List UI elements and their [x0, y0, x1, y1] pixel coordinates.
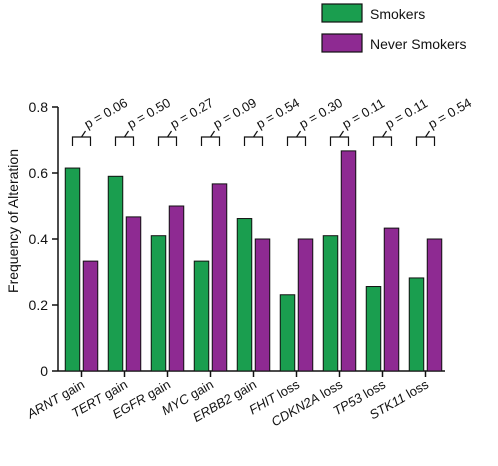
bar-never-smokers [254, 238, 271, 372]
significance-leader [382, 130, 387, 138]
significance-annotations: p = 0.06p = 0.50p = 0.27p = 0.09p = 0.54… [71, 95, 475, 146]
bar-never-smokers [211, 183, 228, 372]
bar-smokers [408, 277, 425, 372]
bar-never-smokers [340, 150, 357, 372]
bar-never-smokers [297, 238, 314, 372]
bar-smokers [64, 167, 81, 372]
bar-never-smokers [82, 260, 99, 372]
bar-never-smokers [426, 238, 443, 372]
p-value-label: p = 0.09 [211, 95, 260, 132]
significance-leader [81, 130, 86, 138]
y-tick-label: 0.8 [29, 99, 49, 115]
p-value-label: p = 0.27 [168, 95, 217, 132]
significance-leader [253, 130, 258, 138]
bar-never-smokers [125, 216, 142, 372]
significance-leader [339, 130, 344, 138]
bar-smokers [322, 235, 339, 372]
y-tick-label: 0 [40, 363, 48, 379]
bar-smokers [107, 175, 124, 372]
significance-bracket [286, 136, 307, 146]
significance-bracket [114, 136, 135, 146]
significance-leader [296, 130, 301, 138]
bar-never-smokers [383, 227, 400, 372]
p-value-label: p = 0.50 [125, 95, 174, 132]
p-value-label: p = 0.11 [340, 95, 388, 131]
y-tick-label: 0.2 [29, 297, 49, 313]
bar-smokers [193, 260, 210, 372]
significance-leader [124, 130, 129, 138]
legend: Smokers Never Smokers [321, 3, 466, 53]
significance-bracket [372, 136, 393, 146]
bar-never-smokers [168, 205, 185, 372]
legend-label-smokers: Smokers [370, 6, 425, 22]
significance-bracket [243, 136, 264, 146]
p-value-label: p = 0.30 [297, 95, 346, 132]
y-tick-label: 0.4 [29, 231, 49, 247]
significance-bracket [157, 136, 178, 146]
p-value-label: p = 0.06 [82, 95, 131, 132]
significance-leader [167, 130, 172, 138]
bar-smokers [279, 294, 296, 372]
significance-leader [425, 130, 430, 138]
bars [64, 150, 443, 372]
significance-leader [210, 130, 215, 138]
significance-bracket [329, 136, 350, 146]
p-value-label: p = 0.11 [383, 95, 431, 131]
significance-bracket [71, 136, 92, 146]
legend-swatch-smokers [321, 3, 363, 23]
y-ticks: 0 0.2 0.4 0.6 0.8 [29, 99, 58, 379]
bar-smokers [365, 286, 382, 372]
significance-bracket [415, 136, 436, 146]
y-axis-label: Frequency of Alteration [5, 149, 21, 293]
bar-smokers [150, 235, 167, 372]
legend-label-never-smokers: Never Smokers [370, 36, 466, 52]
legend-swatch-never-smokers [321, 33, 363, 53]
significance-bracket [200, 136, 221, 146]
p-value-label: p = 0.54 [426, 95, 475, 132]
bar-smokers [236, 218, 253, 372]
y-tick-label: 0.6 [29, 165, 49, 181]
p-value-label: p = 0.54 [254, 95, 303, 132]
